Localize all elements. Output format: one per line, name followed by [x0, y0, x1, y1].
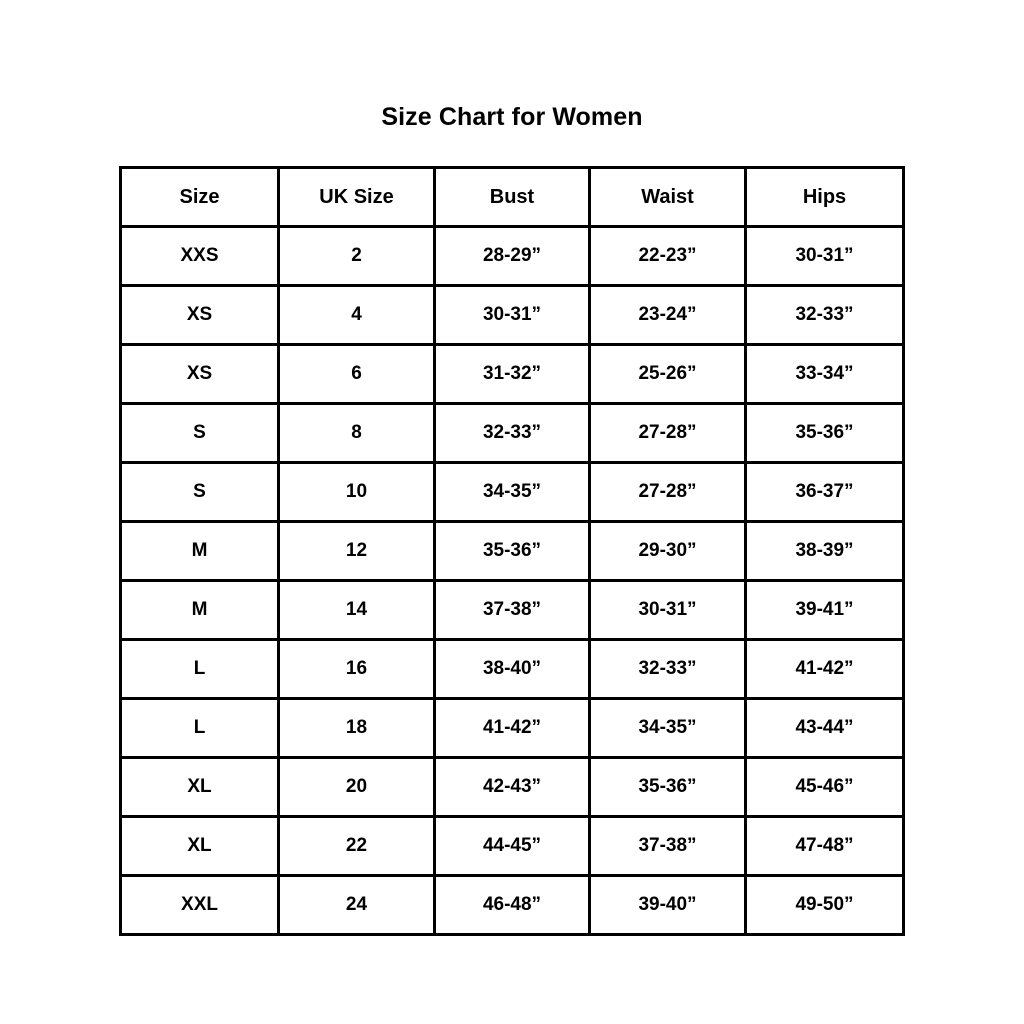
- table-row: L 18 41-42” 34-35” 43-44”: [119, 697, 905, 759]
- table-row: M 12 35-36” 29-30” 38-39”: [119, 520, 905, 582]
- cell-uk-size: 8: [277, 402, 436, 464]
- cell-bust: 35-36”: [433, 520, 591, 582]
- cell-size: XS: [119, 284, 280, 346]
- table-row: M 14 37-38” 30-31” 39-41”: [119, 579, 905, 641]
- cell-bust: 38-40”: [433, 638, 591, 700]
- cell-waist: 27-28”: [588, 461, 747, 523]
- table-row: XL 22 44-45” 37-38” 47-48”: [119, 815, 905, 877]
- cell-uk-size: 6: [277, 343, 436, 405]
- cell-uk-size: 20: [277, 756, 436, 818]
- cell-bust: 34-35”: [433, 461, 591, 523]
- table-row: XL 20 42-43” 35-36” 45-46”: [119, 756, 905, 818]
- cell-hips: 35-36”: [744, 402, 905, 464]
- cell-hips: 49-50”: [744, 874, 905, 936]
- cell-hips: 36-37”: [744, 461, 905, 523]
- cell-hips: 32-33”: [744, 284, 905, 346]
- cell-bust: 37-38”: [433, 579, 591, 641]
- cell-hips: 38-39”: [744, 520, 905, 582]
- cell-bust: 28-29”: [433, 225, 591, 287]
- column-header-bust: Bust: [433, 166, 591, 228]
- cell-uk-size: 12: [277, 520, 436, 582]
- women-size-chart-table: Size UK Size Bust Waist Hips XXS 2 28-29…: [119, 166, 905, 936]
- cell-waist: 32-33”: [588, 638, 747, 700]
- cell-waist: 30-31”: [588, 579, 747, 641]
- cell-waist: 22-23”: [588, 225, 747, 287]
- page-title: Size Chart for Women: [381, 103, 643, 131]
- cell-waist: 27-28”: [588, 402, 747, 464]
- table-header: Size UK Size Bust Waist Hips: [119, 166, 905, 228]
- table-row: XXS 2 28-29” 22-23” 30-31”: [119, 225, 905, 287]
- cell-waist: 29-30”: [588, 520, 747, 582]
- cell-hips: 30-31”: [744, 225, 905, 287]
- cell-uk-size: 18: [277, 697, 436, 759]
- cell-size: M: [119, 579, 280, 641]
- column-header-uk-size: UK Size: [277, 166, 436, 228]
- cell-waist: 25-26”: [588, 343, 747, 405]
- cell-uk-size: 16: [277, 638, 436, 700]
- cell-size: XXS: [119, 225, 280, 287]
- table-row: XXL 24 46-48” 39-40” 49-50”: [119, 874, 905, 936]
- cell-waist: 23-24”: [588, 284, 747, 346]
- column-header-waist: Waist: [588, 166, 747, 228]
- cell-bust: 46-48”: [433, 874, 591, 936]
- table-body: XXS 2 28-29” 22-23” 30-31” XS 4 30-31” 2…: [119, 225, 905, 936]
- cell-hips: 39-41”: [744, 579, 905, 641]
- cell-size: M: [119, 520, 280, 582]
- table-header-row: Size UK Size Bust Waist Hips: [119, 166, 905, 228]
- cell-hips: 43-44”: [744, 697, 905, 759]
- cell-hips: 41-42”: [744, 638, 905, 700]
- cell-size: L: [119, 638, 280, 700]
- cell-uk-size: 2: [277, 225, 436, 287]
- cell-bust: 44-45”: [433, 815, 591, 877]
- cell-hips: 47-48”: [744, 815, 905, 877]
- cell-size: XS: [119, 343, 280, 405]
- cell-size: XL: [119, 815, 280, 877]
- cell-uk-size: 22: [277, 815, 436, 877]
- cell-size: L: [119, 697, 280, 759]
- size-chart-container: Size UK Size Bust Waist Hips XXS 2 28-29…: [119, 166, 905, 936]
- cell-waist: 39-40”: [588, 874, 747, 936]
- column-header-hips: Hips: [744, 166, 905, 228]
- table-row: L 16 38-40” 32-33” 41-42”: [119, 638, 905, 700]
- cell-size: XXL: [119, 874, 280, 936]
- cell-bust: 30-31”: [433, 284, 591, 346]
- table-row: S 8 32-33” 27-28” 35-36”: [119, 402, 905, 464]
- table-row: XS 6 31-32” 25-26” 33-34”: [119, 343, 905, 405]
- cell-waist: 37-38”: [588, 815, 747, 877]
- cell-size: S: [119, 402, 280, 464]
- cell-waist: 35-36”: [588, 756, 747, 818]
- cell-uk-size: 14: [277, 579, 436, 641]
- cell-uk-size: 24: [277, 874, 436, 936]
- cell-size: S: [119, 461, 280, 523]
- cell-bust: 41-42”: [433, 697, 591, 759]
- table-row: XS 4 30-31” 23-24” 32-33”: [119, 284, 905, 346]
- cell-uk-size: 4: [277, 284, 436, 346]
- column-header-size: Size: [119, 166, 280, 228]
- cell-uk-size: 10: [277, 461, 436, 523]
- cell-waist: 34-35”: [588, 697, 747, 759]
- cell-bust: 32-33”: [433, 402, 591, 464]
- cell-size: XL: [119, 756, 280, 818]
- cell-bust: 42-43”: [433, 756, 591, 818]
- cell-hips: 33-34”: [744, 343, 905, 405]
- cell-bust: 31-32”: [433, 343, 591, 405]
- cell-hips: 45-46”: [744, 756, 905, 818]
- table-row: S 10 34-35” 27-28” 36-37”: [119, 461, 905, 523]
